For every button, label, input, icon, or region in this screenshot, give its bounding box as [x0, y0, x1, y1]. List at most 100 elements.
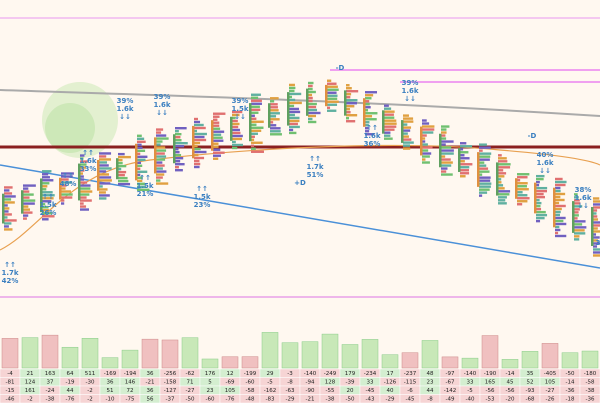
- footprint-cell: [99, 158, 111, 161]
- volume-bar: [61, 346, 79, 369]
- footprint-cell: [365, 124, 369, 127]
- volume-bar: [241, 356, 259, 369]
- table-cell: -75: [126, 397, 135, 403]
- volume-bar: [181, 337, 199, 369]
- footprint-cell: [574, 214, 579, 217]
- footprint-cell: [289, 83, 295, 87]
- volume-bar: [561, 352, 579, 369]
- annotation-text: ↑↑: [42, 193, 54, 201]
- footprint-cell: [213, 124, 220, 127]
- footprint-cell: [80, 178, 85, 181]
- annotations: ↑↑1.7k42%↑↑1.5k26%↑↑48%↑↑1.6k33%39%1.6k↓…: [1, 64, 600, 285]
- footprint-cell: [536, 204, 541, 208]
- footprint-cell: [422, 131, 434, 134]
- footprint-cell: [593, 248, 600, 251]
- footprint-cell: [422, 134, 427, 137]
- footprint-cell: [80, 160, 88, 163]
- footprint-cell: [289, 125, 300, 129]
- footprint-cell: [555, 210, 561, 214]
- footprint-cell: [80, 154, 85, 157]
- footprint-cell: [479, 161, 485, 164]
- footprint-cell: [270, 133, 282, 136]
- footprint-cell: [61, 199, 65, 202]
- footprint-cell: [175, 160, 181, 163]
- footprint-cell: [156, 137, 169, 140]
- volume-bar: [161, 339, 179, 369]
- footprint-cell: [175, 139, 182, 142]
- table-cell: -39: [346, 380, 355, 386]
- footprint-cell: [251, 114, 255, 117]
- footprint-cell: [61, 178, 69, 181]
- footprint-cell: [555, 177, 563, 181]
- footprint-cell: [593, 230, 600, 233]
- footprint-cell: [555, 228, 561, 232]
- footprint-cell: [156, 128, 164, 131]
- footprint-cell: [479, 143, 487, 146]
- table-cell: -29: [286, 397, 295, 403]
- footprint-cell: [99, 191, 106, 194]
- footprint-cell: [308, 102, 317, 106]
- footprint-cell: [270, 103, 278, 106]
- footprint-cell: [593, 254, 600, 257]
- footprint-cell: [403, 138, 412, 141]
- footprint-cell: [365, 133, 375, 136]
- footprint-cell: [422, 158, 426, 161]
- footprint-cell: [327, 103, 338, 106]
- footprint-cell: [23, 184, 36, 187]
- table-cell: -8: [427, 397, 433, 403]
- table-cell: -46: [6, 397, 15, 403]
- table-cell: -115: [404, 380, 417, 386]
- footprint-cell: [498, 196, 507, 199]
- annotation-text: ↑↑: [139, 174, 151, 182]
- footprint-cell: [441, 128, 447, 131]
- table-cell: 72: [127, 388, 134, 394]
- footprint-cell: [536, 183, 540, 187]
- footprint-cell: [517, 188, 529, 191]
- footprint-cell: [555, 216, 566, 220]
- footprint-cell: [289, 104, 295, 108]
- table-cell: -2: [27, 397, 32, 403]
- candle-body: [439, 133, 442, 168]
- footprint-cell: [536, 216, 545, 220]
- footprint-cell: [23, 217, 27, 220]
- footprint-cell: [251, 135, 255, 138]
- volume-bar: [421, 340, 439, 369]
- footprint-cell: [213, 136, 223, 139]
- footprint-cell: [251, 99, 262, 102]
- footprint-cell: [536, 189, 548, 193]
- footprint-cell: [555, 195, 561, 199]
- footprint-cell: [593, 227, 598, 230]
- table-cell: 23: [427, 380, 434, 386]
- annotation-text: 23%: [194, 201, 211, 209]
- footprint-cell: [232, 140, 236, 144]
- footprint-cell: [42, 170, 52, 173]
- footprint-cell: [137, 134, 142, 137]
- table-cell: -234: [364, 371, 377, 377]
- footprint-cell: [422, 125, 435, 128]
- footprint-cell: [42, 188, 47, 191]
- delta-table: -4 21 163 64 511 -169 -194 36 -256 -62 176 12 -199 29…: [0, 368, 600, 403]
- footprint-cell: [346, 102, 358, 105]
- footprint-cell: [289, 119, 300, 123]
- footprint-cell: [308, 120, 317, 124]
- footprint-cell: [460, 160, 465, 163]
- footprint-cell: [517, 191, 523, 194]
- footprint-cell: [80, 184, 91, 187]
- footprint-cell: [422, 140, 426, 143]
- footprint-cell: [441, 158, 451, 161]
- annotation-text: ↑↑: [366, 124, 378, 132]
- footprint-cell: [156, 149, 167, 152]
- footprint-cell: [384, 113, 394, 116]
- footprint-cell: [289, 131, 297, 135]
- table-cell: -194: [124, 371, 137, 377]
- annotation-text: 1.5k: [231, 105, 248, 113]
- table-cell: -93: [526, 388, 535, 394]
- footprint-cell: [175, 148, 179, 151]
- table-cell: 124: [25, 380, 36, 386]
- table-cell: -90: [306, 388, 315, 394]
- footprint-cell: [175, 151, 180, 154]
- footprint-cell: [422, 122, 430, 125]
- footprint-cell: [194, 159, 200, 163]
- footprint-cell: [175, 127, 187, 130]
- footprint-cell: [213, 139, 224, 142]
